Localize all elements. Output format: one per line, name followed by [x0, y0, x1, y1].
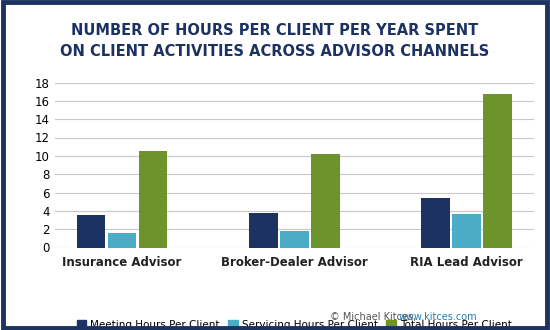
Legend: Meeting Hours Per Client, Servicing Hours Per Client, Total Hours Per Client: Meeting Hours Per Client, Servicing Hour… [73, 315, 516, 330]
Bar [249, 213, 278, 248]
Text: NUMBER OF HOURS PER CLIENT PER YEAR SPENT
ON CLIENT ACTIVITIES ACROSS ADVISOR CH: NUMBER OF HOURS PER CLIENT PER YEAR SPEN… [60, 23, 490, 59]
Bar [108, 233, 136, 248]
Bar [139, 151, 167, 248]
Bar [483, 94, 512, 248]
Bar [452, 214, 481, 248]
Bar [311, 154, 339, 248]
Text: www.kitces.com: www.kitces.com [399, 312, 477, 322]
Bar [77, 214, 105, 248]
Bar [280, 231, 309, 248]
Text: © Michael Kitces,: © Michael Kitces, [330, 312, 416, 322]
Bar [421, 198, 450, 248]
